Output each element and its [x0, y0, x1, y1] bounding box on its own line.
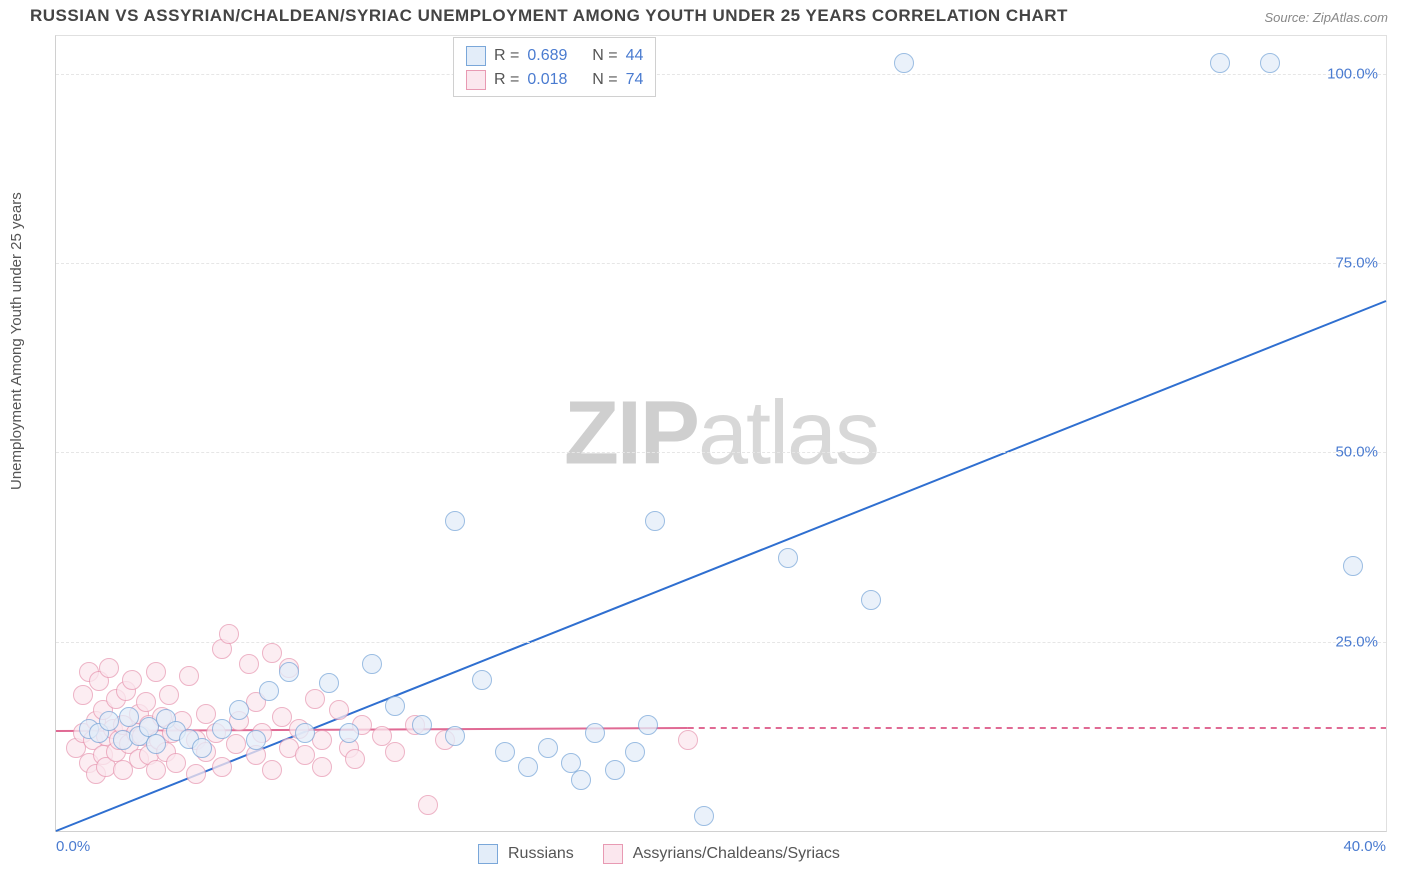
- data-point-blue: [99, 711, 119, 731]
- data-point-blue: [385, 696, 405, 716]
- data-point-pink: [159, 685, 179, 705]
- data-point-pink: [312, 757, 332, 777]
- data-point-pink: [179, 666, 199, 686]
- data-point-pink: [219, 624, 239, 644]
- data-point-pink: [196, 704, 216, 724]
- data-point-blue: [319, 673, 339, 693]
- data-point-blue: [1260, 53, 1280, 73]
- series-legend: Russians Assyrians/Chaldeans/Syriacs: [478, 844, 840, 864]
- data-point-pink: [99, 658, 119, 678]
- gridline: [56, 452, 1386, 453]
- data-point-blue: [339, 723, 359, 743]
- legend-row-blue: R = 0.689 N = 44: [466, 44, 643, 68]
- data-point-blue: [638, 715, 658, 735]
- data-point-blue: [472, 670, 492, 690]
- data-point-blue: [861, 590, 881, 610]
- data-point-pink: [262, 760, 282, 780]
- data-point-blue: [894, 53, 914, 73]
- legend-swatch-pink: [603, 844, 623, 864]
- x-tick-label: 0.0%: [56, 838, 90, 855]
- legend-label-pink: Assyrians/Chaldeans/Syriacs: [633, 845, 840, 863]
- gridline: [56, 642, 1386, 643]
- data-point-blue: [146, 734, 166, 754]
- data-point-pink: [329, 700, 349, 720]
- data-point-blue: [625, 742, 645, 762]
- data-point-blue: [694, 806, 714, 826]
- data-point-blue: [412, 715, 432, 735]
- data-point-blue: [585, 723, 605, 743]
- scatter-plot-area: ZIPatlas 25.0%50.0%75.0%100.0%0.0%40.0%: [55, 35, 1387, 832]
- y-tick-label: 25.0%: [1335, 633, 1378, 650]
- data-point-blue: [538, 738, 558, 758]
- data-point-pink: [136, 692, 156, 712]
- data-point-blue: [259, 681, 279, 701]
- data-point-pink: [678, 730, 698, 750]
- y-tick-label: 75.0%: [1335, 255, 1378, 272]
- data-point-pink: [239, 654, 259, 674]
- data-point-blue: [495, 742, 515, 762]
- data-point-blue: [645, 511, 665, 531]
- data-point-blue: [192, 738, 212, 758]
- data-point-blue: [1210, 53, 1230, 73]
- data-point-pink: [385, 742, 405, 762]
- chart-title: RUSSIAN VS ASSYRIAN/CHALDEAN/SYRIAC UNEM…: [30, 6, 1068, 26]
- gridline: [56, 74, 1386, 75]
- y-tick-label: 50.0%: [1335, 444, 1378, 461]
- x-tick-label: 40.0%: [1343, 838, 1386, 855]
- correlation-legend: R = 0.689 N = 44 R = 0.018 N = 74: [453, 37, 656, 97]
- data-point-blue: [212, 719, 232, 739]
- y-tick-label: 100.0%: [1327, 65, 1378, 82]
- data-point-blue: [119, 707, 139, 727]
- data-point-pink: [226, 734, 246, 754]
- source-label: Source: ZipAtlas.com: [1264, 10, 1388, 25]
- data-point-pink: [345, 749, 365, 769]
- data-point-blue: [246, 730, 266, 750]
- data-point-pink: [146, 662, 166, 682]
- data-point-pink: [418, 795, 438, 815]
- data-point-blue: [445, 726, 465, 746]
- data-point-pink: [146, 760, 166, 780]
- legend-label-blue: Russians: [508, 845, 574, 863]
- legend-row-pink: R = 0.018 N = 74: [466, 68, 643, 92]
- data-point-blue: [362, 654, 382, 674]
- data-point-pink: [122, 670, 142, 690]
- data-point-pink: [186, 764, 206, 784]
- data-point-pink: [73, 685, 93, 705]
- data-point-blue: [778, 548, 798, 568]
- legend-swatch-pink: [466, 70, 486, 90]
- data-point-pink: [262, 643, 282, 663]
- data-point-pink: [212, 757, 232, 777]
- data-point-blue: [295, 723, 315, 743]
- data-point-blue: [571, 770, 591, 790]
- data-point-blue: [518, 757, 538, 777]
- data-point-pink: [166, 753, 186, 773]
- data-point-blue: [605, 760, 625, 780]
- data-point-blue: [279, 662, 299, 682]
- data-point-blue: [445, 511, 465, 531]
- y-axis-label: Unemployment Among Youth under 25 years: [8, 192, 25, 490]
- legend-swatch-blue: [478, 844, 498, 864]
- legend-swatch-blue: [466, 46, 486, 66]
- gridline: [56, 263, 1386, 264]
- data-point-blue: [229, 700, 249, 720]
- data-point-blue: [1343, 556, 1363, 576]
